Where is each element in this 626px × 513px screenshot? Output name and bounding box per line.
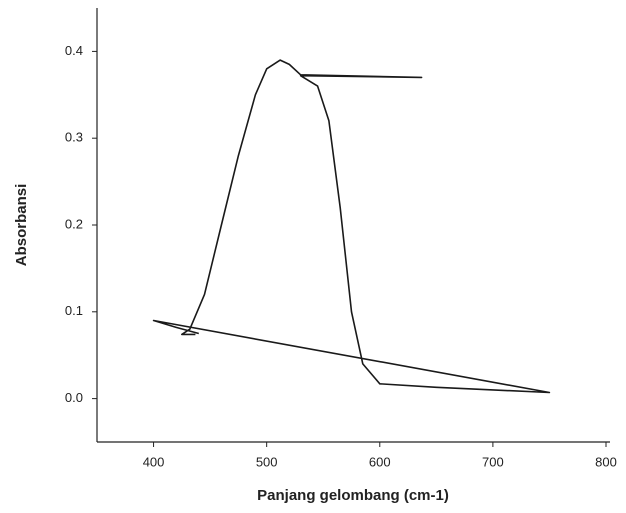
y-tick-label: 0.1 <box>65 303 83 318</box>
y-tick-label: 0.4 <box>65 43 83 58</box>
x-tick-label: 600 <box>369 454 391 469</box>
x-axis-title: Panjang gelombang (cm-1) <box>257 487 449 504</box>
x-tick-label: 400 <box>143 454 165 469</box>
y-axis-title: Absorbansi <box>13 184 30 267</box>
line-series <box>152 59 551 394</box>
x-tick-label: 500 <box>256 454 278 469</box>
y-tick-label: 0.3 <box>65 130 83 145</box>
x-tick-label: 700 <box>482 454 504 469</box>
y-tick-label: 0.0 <box>65 390 83 405</box>
x-tick-label: 800 <box>595 454 617 469</box>
y-tick-label: 0.2 <box>65 216 83 231</box>
